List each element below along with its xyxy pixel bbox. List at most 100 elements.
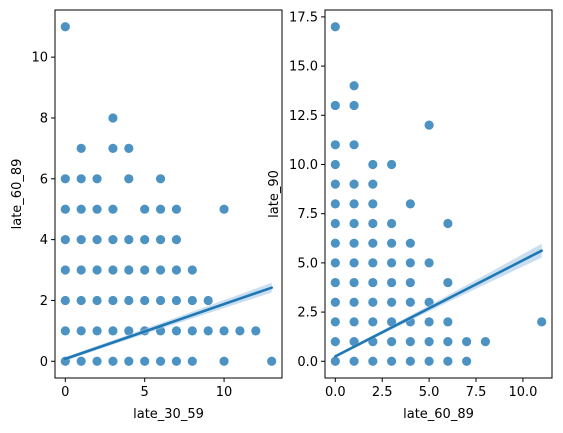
right-data-point: [443, 218, 453, 229]
right-x-tick-label: 0.0: [325, 385, 346, 400]
left-data-point: [108, 113, 118, 123]
left-regression-line: [64, 286, 273, 361]
right-data-point: [368, 179, 378, 189]
left-data-point: [155, 204, 166, 214]
right-data-point: [405, 238, 415, 248]
right-y-tick-label: 5.0: [297, 256, 318, 271]
left-y-tick-label: 8: [40, 111, 48, 126]
left-data-point: [76, 235, 86, 245]
right-scatter-plot: 0.0 2.5 5.0 7.5 10.0 0.0 2.5 5.0 7.5 10.0 12.5 15.0…: [267, 9, 553, 422]
right-data-point: [368, 277, 378, 288]
left-axes-frame: [54, 9, 283, 379]
left-data-point: [60, 204, 70, 214]
left-data-point: [108, 295, 118, 306]
left-data-point: [140, 204, 150, 214]
right-data-point: [387, 336, 397, 347]
left-y-tick-label: 0: [40, 355, 48, 370]
left-scatter-plot: 0 5 10 0 2 4 6 8 10 late_30_59 late_60_89: [10, 9, 283, 422]
left-data-point: [108, 265, 118, 275]
right-data-point: [387, 258, 397, 268]
right-data-point: [424, 336, 434, 347]
right-data-point: [537, 317, 547, 327]
left-data-point: [155, 295, 166, 306]
right-data-point: [443, 317, 453, 327]
right-data-point: [387, 159, 397, 170]
left-x-tick-label: 0: [61, 385, 69, 400]
left-data-point: [60, 174, 70, 184]
right-data-point: [349, 238, 359, 248]
right-regression-line: [334, 249, 543, 358]
left-data-point: [187, 356, 197, 366]
left-y-axis-label: late_60_89: [10, 159, 25, 230]
right-data-point: [368, 159, 378, 170]
right-data-point: [330, 297, 340, 307]
left-data-point: [124, 295, 134, 306]
right-data-point: [443, 277, 453, 288]
left-data-point: [92, 295, 102, 306]
left-data-point: [171, 265, 182, 275]
right-x-tick-label: 2.5: [372, 385, 393, 400]
right-x-axis-label: late_60_89: [403, 407, 474, 422]
left-data-point: [187, 295, 197, 306]
left-data-point: [140, 356, 150, 366]
left-data-point: [171, 204, 182, 214]
right-data-point: [330, 22, 340, 32]
left-data-point: [171, 326, 182, 336]
right-x-tick-label: 5.0: [419, 385, 440, 400]
left-data-point: [76, 204, 86, 214]
left-data-point: [267, 356, 277, 366]
left-data-point: [92, 235, 102, 245]
right-data-point: [330, 356, 340, 366]
right-y-tick-label: 12.5: [289, 109, 318, 124]
right-data-point: [349, 218, 359, 229]
right-data-point: [443, 336, 453, 347]
left-data-point: [251, 326, 261, 336]
right-data-point: [349, 179, 359, 189]
right-data-point: [330, 277, 340, 288]
right-data-point: [424, 258, 434, 268]
right-data-point: [462, 356, 472, 366]
left-data-point: [219, 356, 229, 366]
left-data-point: [76, 326, 86, 336]
right-data-point: [387, 238, 397, 248]
right-data-point: [330, 100, 340, 111]
left-data-point: [76, 174, 86, 184]
left-data-point: [140, 235, 150, 245]
left-data-point: [60, 295, 70, 306]
right-y-tick-label: 0.0: [297, 355, 318, 370]
right-ticks: 0.0 2.5 5.0 7.5 10.0 0.0 2.5 5.0 7.5 10.0 12.5 15.0…: [289, 10, 537, 400]
left-data-point: [108, 235, 118, 245]
left-data-point: [108, 356, 118, 366]
left-data-point: [155, 356, 166, 366]
left-data-point: [124, 356, 134, 366]
left-y-tick-label: 10: [31, 51, 48, 66]
left-data-point: [171, 295, 182, 306]
right-y-tick-label: 15.0: [289, 60, 318, 75]
right-data-point: [424, 120, 434, 130]
left-plot-content: [60, 22, 277, 366]
right-data-point: [424, 356, 434, 366]
right-data-point: [330, 238, 340, 248]
right-data-point: [443, 356, 453, 366]
left-data-point: [155, 265, 166, 275]
right-x-tick-label: 10.0: [508, 385, 537, 400]
right-data-point: [349, 140, 359, 150]
right-y-tick-label: 17.5: [289, 10, 318, 25]
left-data-point: [171, 235, 182, 245]
left-data-point: [76, 295, 86, 306]
left-data-point: [60, 265, 70, 275]
left-ticks: 0 5 10 0 2 4 6 8 10: [31, 51, 232, 400]
right-data-point: [330, 336, 340, 347]
right-data-point: [387, 218, 397, 229]
right-data-point: [405, 258, 415, 268]
left-data-point: [235, 326, 245, 336]
left-data-point: [155, 235, 166, 245]
right-data-point: [387, 317, 397, 327]
right-data-point: [349, 199, 359, 209]
right-y-tick-label: 10.0: [289, 158, 318, 173]
left-data-point: [171, 356, 182, 366]
left-data-point: [155, 174, 166, 184]
left-data-point: [140, 265, 150, 275]
left-data-point: [124, 265, 134, 275]
